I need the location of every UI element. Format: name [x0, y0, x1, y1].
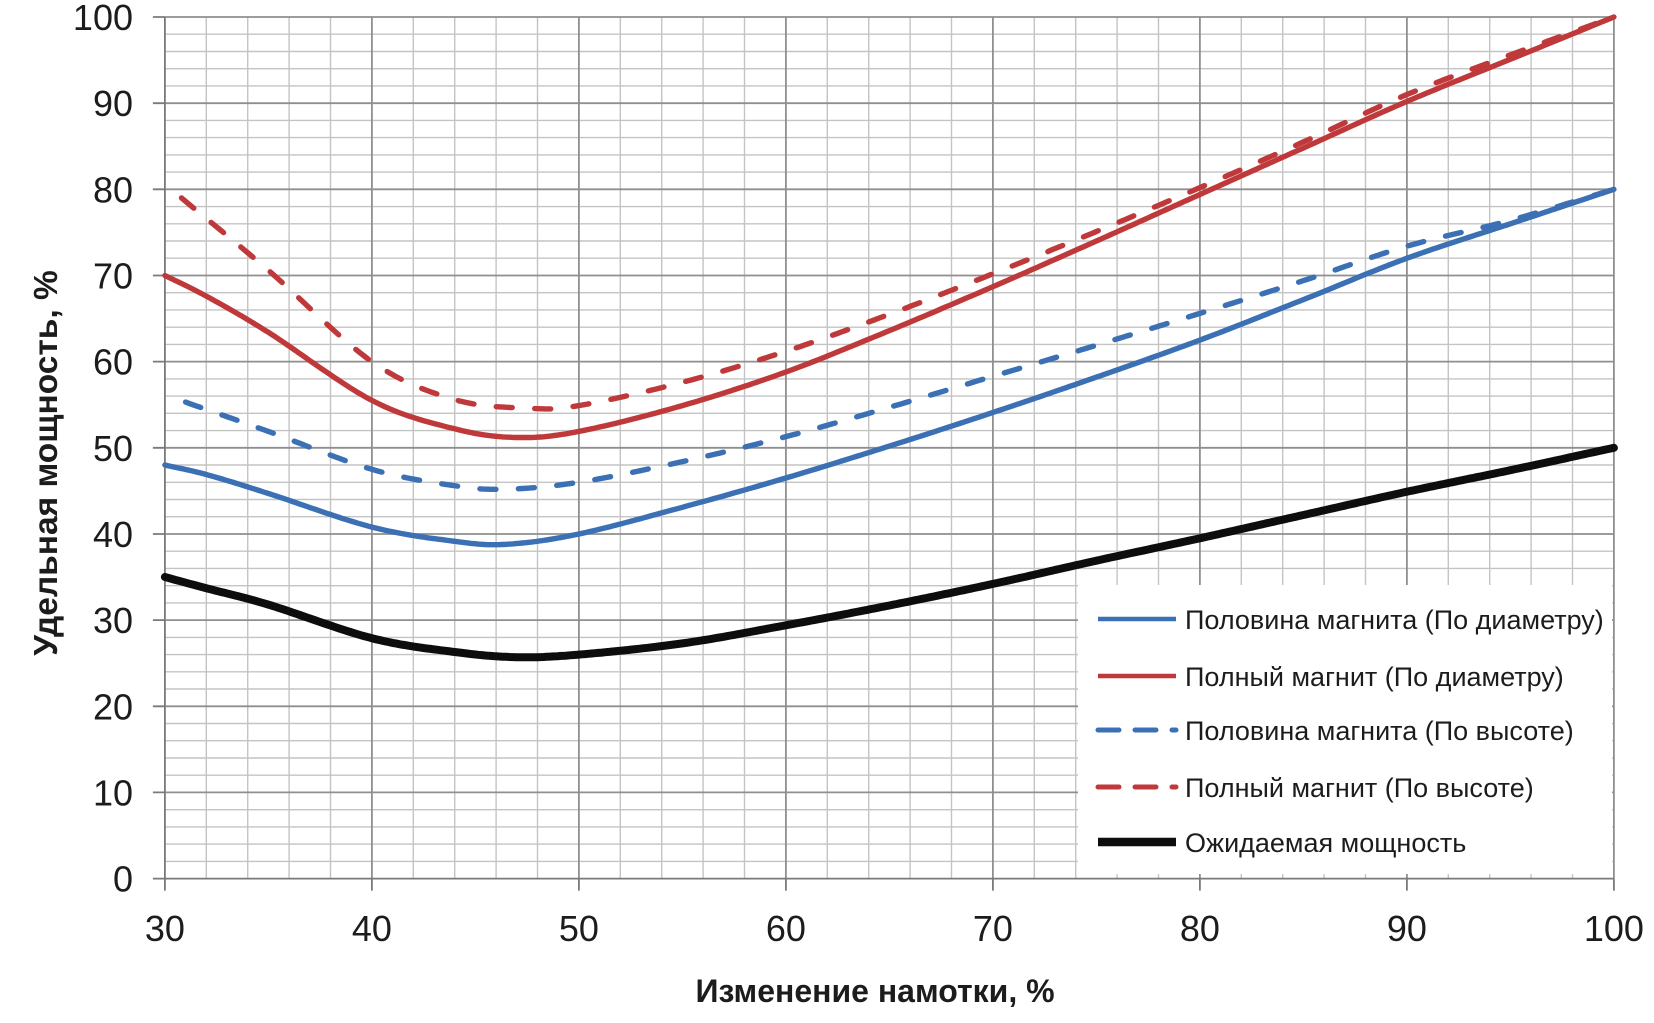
svg-text:60: 60 [93, 342, 133, 383]
svg-text:Удельная мощность, %: Удельная мощность, % [28, 270, 65, 656]
svg-text:50: 50 [559, 908, 599, 949]
svg-text:100: 100 [73, 0, 133, 38]
svg-text:Половина магнита (По высоте): Половина магнита (По высоте) [1185, 716, 1574, 746]
svg-text:30: 30 [93, 600, 133, 641]
svg-text:40: 40 [352, 908, 392, 949]
svg-text:0: 0 [113, 859, 133, 900]
svg-text:20: 20 [93, 686, 133, 727]
svg-text:70: 70 [93, 256, 133, 297]
svg-text:90: 90 [93, 83, 133, 124]
svg-text:100: 100 [1584, 908, 1644, 949]
svg-text:Полный магнит (По диаметру): Полный магнит (По диаметру) [1185, 662, 1564, 692]
svg-text:90: 90 [1387, 908, 1427, 949]
svg-text:80: 80 [1180, 908, 1220, 949]
svg-text:50: 50 [93, 428, 133, 469]
svg-text:30: 30 [145, 908, 185, 949]
svg-text:Изменение намотки, %: Изменение намотки, % [695, 973, 1054, 1009]
svg-text:40: 40 [93, 514, 133, 555]
svg-text:60: 60 [766, 908, 806, 949]
svg-text:Полный магнит (По высоте): Полный магнит (По высоте) [1185, 773, 1534, 803]
svg-text:80: 80 [93, 169, 133, 210]
svg-text:70: 70 [973, 908, 1013, 949]
svg-text:Ожидаемая мощность: Ожидаемая мощность [1185, 828, 1466, 858]
svg-text:10: 10 [93, 772, 133, 813]
svg-text:Половина магнита (По диаметру): Половина магнита (По диаметру) [1185, 605, 1604, 635]
